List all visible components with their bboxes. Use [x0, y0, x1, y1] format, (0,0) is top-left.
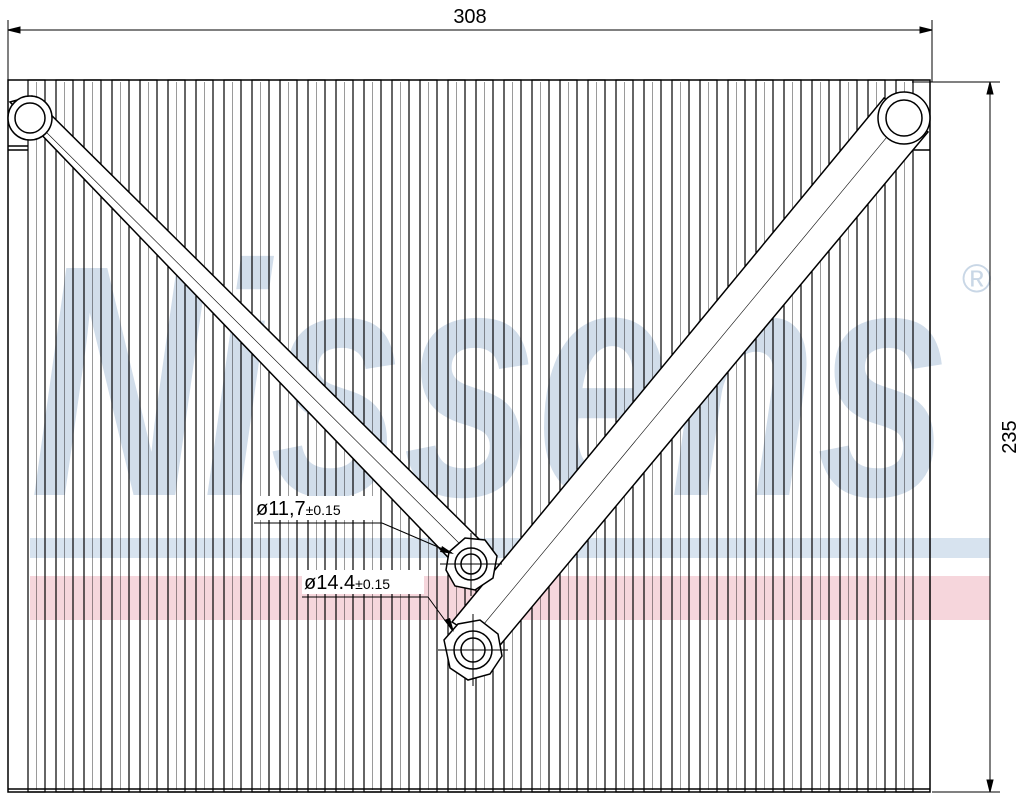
- callout-small-pipe: ø11,7±0.15: [254, 496, 454, 554]
- callout-large-arrow: [444, 618, 454, 632]
- pipe-small-diameter: ø11,7±0.15: [256, 498, 341, 520]
- dimension-width: [7, 20, 933, 82]
- callout-small-bg: [254, 496, 380, 520]
- watermark-band-blue: [30, 538, 990, 558]
- left-pipe-elbow-inner: [14, 102, 46, 134]
- fittings: [438, 533, 508, 686]
- callout-large-bg: [302, 570, 424, 594]
- height-arrow-bottom: [986, 779, 994, 793]
- width-arrow-right: [919, 26, 933, 34]
- right-pipe-inner: [473, 113, 907, 637]
- core-frame: [7, 79, 931, 793]
- width-dimension-label: 308: [453, 6, 486, 28]
- core-outline: [7, 79, 931, 793]
- right-pipe-elbow-inner: [885, 99, 923, 137]
- pipes: [7, 91, 931, 651]
- fitting-small: [440, 533, 502, 596]
- left-pipe-inner: [21, 107, 477, 561]
- width-arrow-left: [7, 26, 21, 34]
- callout-small-arrow: [440, 546, 454, 554]
- height-dimension-label: 235: [999, 420, 1021, 453]
- dimension-height: [912, 81, 1000, 793]
- height-arrow-top: [986, 81, 994, 95]
- fitting-large: [438, 614, 508, 686]
- pipe-large-diameter: ø14.4±0.15: [304, 572, 390, 594]
- callout-large-pipe: ø14.4±0.15: [302, 570, 454, 632]
- watermark-registered-mark: ®: [962, 257, 991, 301]
- callout-small-leader: [381, 522, 453, 554]
